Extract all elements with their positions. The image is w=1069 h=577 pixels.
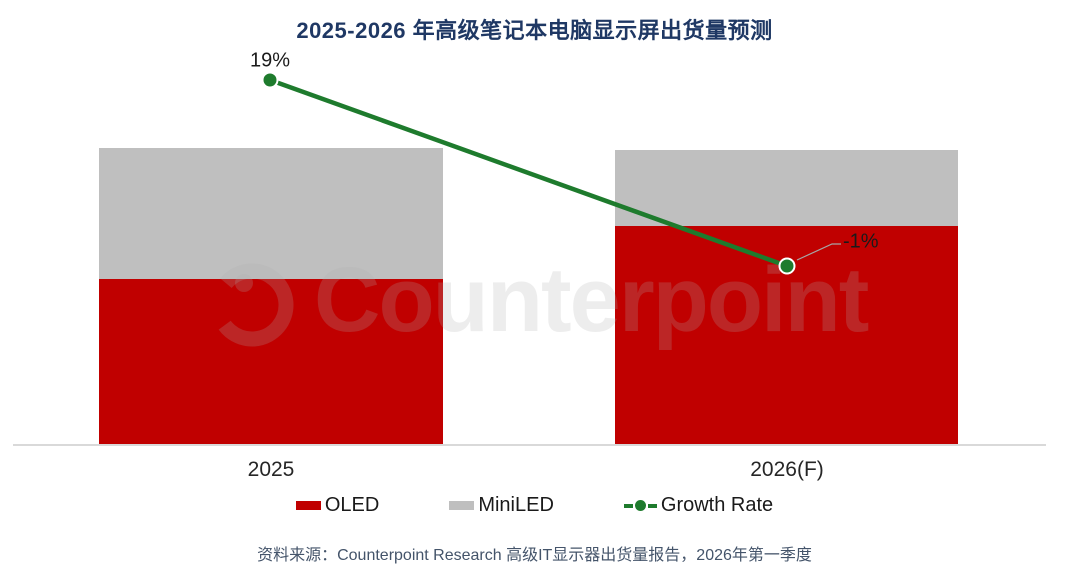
x-axis-label-2025: 2025 <box>247 458 295 481</box>
bar-2025-MiniLED <box>99 148 443 279</box>
legend-item-oled: OLED <box>295 494 380 517</box>
growth-rate-swatch-icon <box>623 500 657 511</box>
bar-2026(F)-MiniLED <box>615 150 958 226</box>
miniled-swatch-icon <box>449 501 475 510</box>
legend-label-growth-rate: Growth Rate <box>660 494 774 516</box>
x-axis-label-2026: 2026(F) <box>750 458 824 481</box>
legend-item-miniled: MiniLED <box>449 494 554 517</box>
growth-point-2025-icon <box>261 71 279 89</box>
legend-label-oled: OLED <box>324 494 380 516</box>
oled-swatch-icon <box>295 501 321 510</box>
legend-item-growth-rate: Growth Rate <box>623 494 774 517</box>
x-axis-line <box>13 444 1046 446</box>
source-note: 资料来源：Counterpoint Research 高级IT显示器出货量报告，… <box>257 547 812 564</box>
chart-title: 2025-2026 年高级笔记本电脑显示屏出货量预测 <box>296 18 773 43</box>
legend: OLED MiniLED Growth Rate <box>0 494 1069 517</box>
bar-2026(F)-OLED <box>615 226 958 445</box>
growth-label-2026: -1% <box>843 230 879 253</box>
legend-label-miniled: MiniLED <box>478 494 554 516</box>
bar-2025-OLED <box>99 279 443 445</box>
growth-label-2025: 19% <box>249 49 291 72</box>
